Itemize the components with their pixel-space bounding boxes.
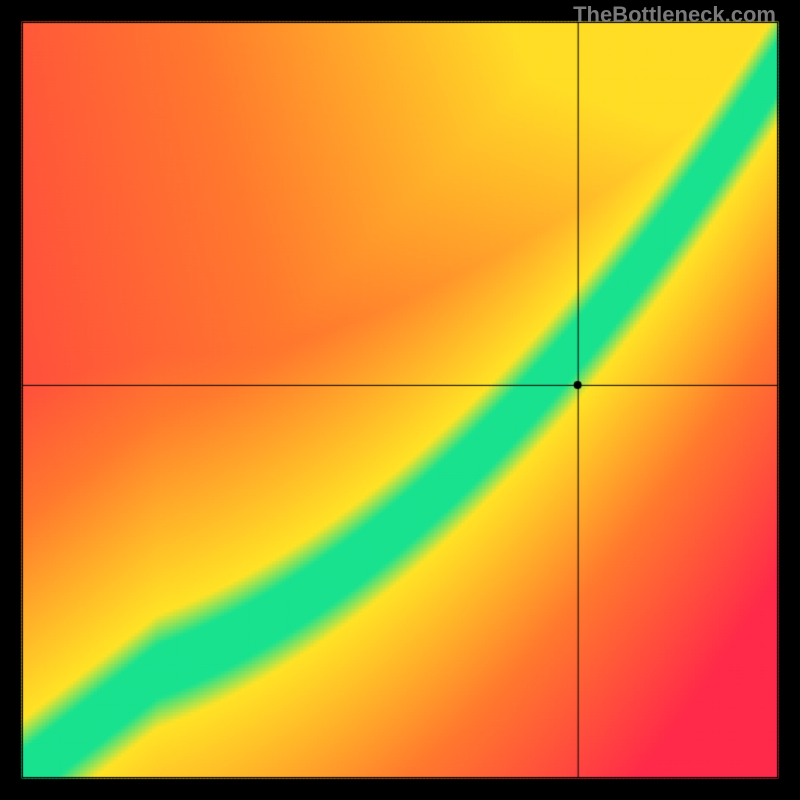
chart-container: TheBottleneck.com — [0, 0, 800, 800]
heatmap-canvas — [0, 0, 800, 800]
